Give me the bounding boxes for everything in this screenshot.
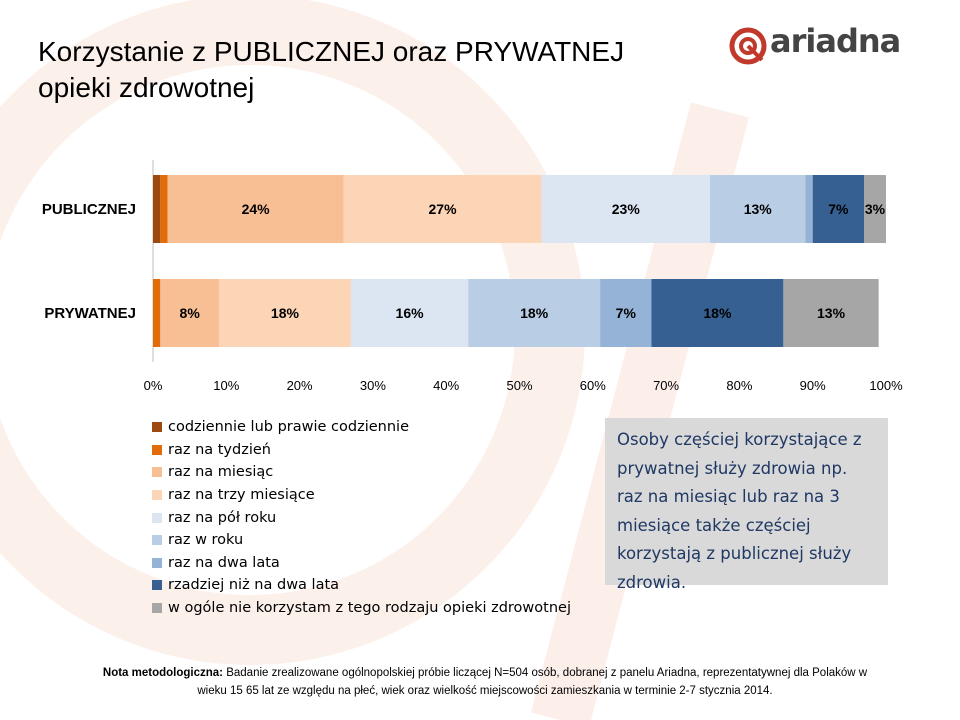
legend-item: raz na tydzień (152, 439, 571, 462)
legend-item: raz w roku (152, 529, 571, 552)
legend-item: rzadziej niż na dwa lata (152, 574, 571, 597)
legend-item: raz na pół roku (152, 506, 571, 529)
legend-label: raz na pół roku (168, 509, 277, 526)
legend-swatch (152, 580, 162, 591)
bar-segment-2-2 (153, 279, 161, 347)
bar-segment-2-8 (651, 279, 784, 347)
legend-label: w ogóle nie korzystam z tego rodzaju opi… (168, 600, 571, 617)
callout-text: Osoby częściej korzystające z prywatnej … (617, 430, 862, 592)
data-label-1-5: 23% (612, 201, 641, 217)
legend-item: raz na dwa lata (152, 552, 571, 575)
x-tick-label: 50% (506, 378, 532, 393)
legend-swatch (152, 490, 162, 501)
legend-swatch (152, 535, 162, 546)
x-tick-label: 70% (653, 378, 679, 393)
bar-segment-2-5 (350, 279, 469, 347)
bar-segment-2-6 (468, 279, 601, 347)
legend-swatch (152, 557, 162, 568)
legend-swatch (152, 422, 162, 433)
data-label-1-4: 27% (429, 201, 458, 217)
legend-swatch (152, 444, 162, 455)
bar-segment-1-8 (812, 175, 865, 243)
data-label-2-4: 18% (271, 305, 300, 321)
legend-label: codziennie lub prawie codziennie (168, 419, 409, 436)
bar-segment-1-2 (160, 175, 168, 243)
callout-box: Osoby częściej korzystające z prywatnej … (605, 418, 888, 592)
data-label-1-8: 7% (828, 201, 849, 217)
methodology-note: Nota metodologiczna: Badanie zrealizowan… (100, 664, 870, 700)
data-label-1-6: 13% (744, 201, 773, 217)
data-label-2-8: 18% (703, 305, 732, 321)
ariadna-logo: ariadna (728, 22, 928, 68)
data-label-1-3: 24% (242, 201, 271, 217)
bar-segment-1-4 (343, 175, 542, 243)
category-label-publicznej: PUBLICZNEJ (42, 201, 136, 218)
bar-segment-1-3 (167, 175, 344, 243)
ariadna-logo-icon (729, 27, 767, 65)
legend-label: raz na trzy miesiące (168, 487, 315, 504)
legend-label: raz na tydzień (168, 441, 271, 458)
legend-label: raz na miesiąc (168, 464, 274, 481)
x-tick-label: 30% (360, 378, 386, 393)
bar-segment-2-4 (218, 279, 351, 347)
legend-item: codziennie lub prawie codziennie (152, 416, 571, 439)
x-tick-label: 90% (800, 378, 826, 393)
bar-segment-2-9 (783, 279, 879, 347)
category-label-prywatnej: PRYWATNEJ (44, 305, 136, 322)
methodology-note-label: Nota metodologiczna: (102, 667, 224, 679)
x-tick-label: 100% (869, 378, 903, 393)
data-label-2-3: 8% (180, 305, 201, 321)
bar-segment-1-5 (541, 175, 711, 243)
slide-title: Korzystanie z PUBLICZNEJ oraz PRYWATNEJ … (38, 36, 625, 103)
bar-segment-1-7 (805, 175, 813, 243)
x-tick-label: 40% (433, 378, 459, 393)
bar-segment-2-7 (600, 279, 652, 347)
legend-swatch (152, 467, 162, 478)
legend-swatch (152, 512, 162, 523)
bar-segment-1-6 (710, 175, 806, 243)
methodology-note-text: Badanie zrealizowane ogólnopolskiej prób… (197, 667, 868, 697)
legend-item: raz na trzy miesiące (152, 484, 571, 507)
data-label-2-6: 18% (520, 305, 549, 321)
legend-label: rzadziej niż na dwa lata (168, 577, 340, 594)
legend-swatch (152, 603, 162, 614)
legend-label: raz w roku (168, 532, 244, 549)
x-tick-label: 10% (213, 378, 239, 393)
legend-label: raz na dwa lata (168, 554, 280, 571)
ariadna-logo-text: ariadna (770, 22, 901, 60)
data-label-1-9: 3% (865, 201, 886, 217)
bar-segment-2-3 (160, 279, 219, 347)
stacked-bar-chart: PUBLICZNEJ1%24%27%23%13%1%7%3%PRYWATNEJ1… (42, 160, 903, 393)
legend-item: w ogóle nie korzystam z tego rodzaju opi… (152, 597, 571, 620)
legend-item: raz na miesiąc (152, 461, 571, 484)
bar-segment-1-1 (153, 175, 161, 243)
x-tick-label: 0% (144, 378, 163, 393)
x-tick-label: 80% (726, 378, 752, 393)
data-label-2-9: 13% (817, 305, 846, 321)
chart-legend: codziennie lub prawie codziennie raz na t… (152, 416, 571, 619)
x-tick-label: 20% (287, 378, 313, 393)
data-label-2-7: 7% (616, 305, 637, 321)
bar-segment-1-9 (864, 175, 886, 243)
data-label-2-5: 16% (396, 305, 425, 321)
x-tick-label: 60% (580, 378, 606, 393)
